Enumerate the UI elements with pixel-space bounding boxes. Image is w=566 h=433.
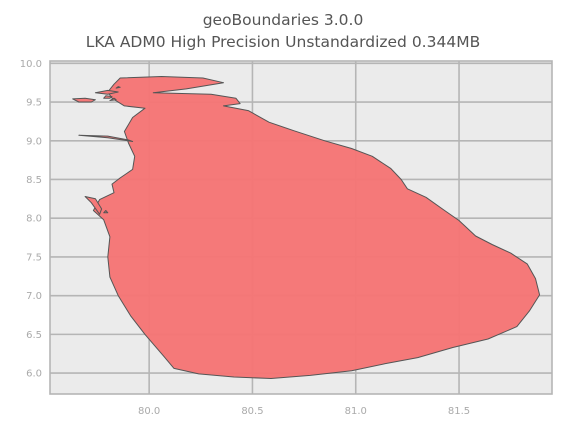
y-tick-label: 8.0 xyxy=(26,214,42,225)
plot-frame xyxy=(49,60,553,395)
boundary-mannar-island xyxy=(78,134,134,142)
y-tick-label: 7.0 xyxy=(26,291,42,302)
boundary-analaitivu-island xyxy=(109,97,117,101)
chart-subtitle: LKA ADM0 High Precision Unstandardized 0… xyxy=(85,33,481,51)
chart-title: geoBoundaries 3.0.0 xyxy=(202,11,364,29)
y-tick-label: 9.0 xyxy=(26,136,42,147)
x-tick-label: 80.0 xyxy=(138,406,160,417)
y-tick-labels: 6.0 6.5 7.0 7.5 8.0 8.5 9.0 9.5 10.0 xyxy=(20,59,42,380)
boundary-delft-island xyxy=(72,97,96,103)
y-tick-label: 6.0 xyxy=(26,369,42,380)
boundary-kayts-island xyxy=(94,89,119,95)
x-tick-label: 81.0 xyxy=(345,406,367,417)
boundary-kalpitiya-islet xyxy=(103,210,109,214)
y-tick-label: 6.5 xyxy=(26,330,42,341)
x-tick-label: 81.5 xyxy=(448,406,470,417)
boundary-kalpitiya-peninsula xyxy=(84,196,103,215)
y-tick-label: 10.0 xyxy=(20,59,42,70)
x-tick-label: 80.5 xyxy=(241,406,263,417)
boundary-karaitivu-north-islet xyxy=(115,86,121,89)
y-tick-label: 9.5 xyxy=(26,98,42,109)
boundary-layer xyxy=(72,76,541,379)
boundary-punkudutivu-island xyxy=(103,95,113,99)
boundary-main-island xyxy=(92,76,541,379)
y-tick-label: 8.5 xyxy=(26,175,42,186)
y-tick-label: 7.5 xyxy=(26,252,42,263)
x-tick-labels: 80.0 80.5 81.0 81.5 xyxy=(138,406,470,417)
